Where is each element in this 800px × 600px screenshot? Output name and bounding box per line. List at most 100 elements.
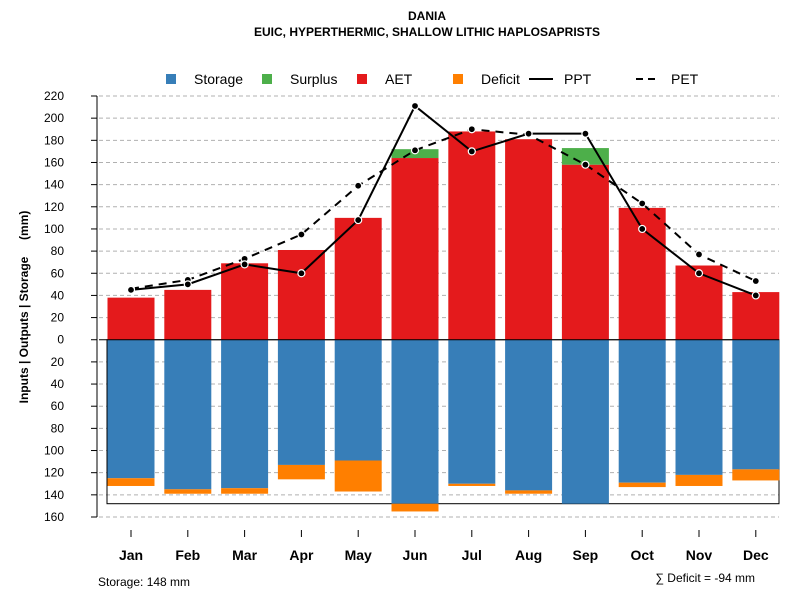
ppt-point-jun [410, 101, 420, 111]
pet-line [130, 128, 757, 290]
legend-label-aet: AET [385, 71, 413, 87]
y-tick-label: 100 [44, 222, 64, 236]
storage-footer: Storage: 148 mm [98, 575, 190, 589]
deficit-bar-apr [277, 464, 325, 480]
x-tick-label-nov: Nov [686, 547, 713, 563]
aet-bar-apr [277, 249, 325, 340]
legend-label-deficit: Deficit [481, 71, 520, 87]
storage-bar-jan [107, 339, 155, 479]
y-tick-label: 120 [44, 466, 64, 480]
y-axis-label: Inputs | Outputs | Storage (mm) [17, 211, 31, 404]
y-tick-label: 60 [51, 399, 65, 413]
y-tick-label: 140 [44, 178, 64, 192]
legend-label-storage: Storage [194, 71, 243, 87]
y-tick-label: 180 [44, 133, 64, 147]
x-tick-label-mar: Mar [232, 547, 257, 563]
y-axis: 2202001801601401201008060402002040608010… [44, 89, 98, 524]
legend-label-pet: PET [671, 71, 699, 87]
storage-bar-nov [675, 339, 723, 475]
chart-subtitle: EUIC, HYPERTHERMIC, SHALLOW LITHIC HAPLO… [254, 25, 600, 39]
bars [99, 131, 780, 512]
deficit-bar-aug [505, 490, 553, 494]
y-tick-label: 220 [44, 89, 64, 103]
ppt-point-jan [126, 285, 136, 294]
pet-point-nov [694, 250, 704, 259]
x-tick-label-may: May [345, 547, 372, 563]
deficit-bar-dec [732, 469, 780, 481]
deficit-bar-oct [618, 482, 666, 488]
deficit-bar-jan [107, 478, 155, 486]
deficit-bar-jun [391, 503, 439, 512]
ppt-point-aug [524, 129, 533, 138]
x-tick-label-dec: Dec [743, 547, 769, 563]
deficit-bar-nov [675, 474, 723, 486]
aet-bar-jan [107, 297, 155, 340]
legend-swatch-aet [357, 74, 367, 84]
ppt-point-jul [467, 147, 476, 156]
aet-bar-nov [675, 265, 723, 340]
ppt-point-may [354, 215, 363, 225]
y-tick-label: 60 [51, 266, 65, 280]
storage-bar-apr [277, 339, 325, 465]
y-tick-label: 20 [51, 355, 65, 369]
y-tick-label: 20 [51, 311, 65, 325]
legend-swatch-deficit [453, 74, 463, 84]
x-tick-label-aug: Aug [515, 547, 542, 563]
storage-bar-oct [618, 339, 666, 483]
storage-bar-sep [561, 339, 609, 504]
x-tick-label-jan: Jan [119, 547, 143, 563]
deficit-bar-feb [164, 489, 212, 494]
x-tick-label-apr: Apr [289, 547, 314, 563]
storage-bar-aug [505, 339, 553, 491]
y-tick-label: 80 [51, 244, 65, 258]
pet-point-may [354, 181, 363, 190]
ppt-point-oct [638, 224, 647, 234]
ppt-point-mar [240, 260, 249, 269]
legend-swatch-surplus [262, 74, 272, 84]
aet-bar-sep [561, 164, 609, 340]
pet-point-jun [410, 146, 420, 155]
deficit-bar-may [334, 460, 382, 492]
y-tick-label: 200 [44, 111, 64, 125]
gridlines [99, 95, 779, 518]
y-tick-label: 80 [51, 421, 65, 435]
deficit-bar-jul [448, 483, 496, 486]
deficit-bar-mar [221, 488, 269, 494]
aet-bar-dec [732, 292, 780, 340]
x-tick-label-sep: Sep [573, 547, 599, 563]
aet-bar-mar [221, 263, 269, 340]
pet-point-dec [751, 276, 760, 286]
pet-point-oct [638, 199, 647, 208]
ppt-point-apr [297, 269, 306, 278]
legend-label-surplus: Surplus [290, 71, 337, 87]
aet-bar-feb [164, 289, 212, 340]
storage-bar-jun [391, 339, 439, 504]
ppt-point-feb [183, 280, 192, 289]
x-tick-label-oct: Oct [631, 547, 655, 563]
legend-label-ppt: PPT [564, 71, 592, 87]
aet-bar-aug [505, 139, 553, 340]
storage-bar-mar [221, 339, 269, 489]
aet-bar-jun [391, 158, 439, 340]
y-tick-label: 160 [44, 510, 64, 524]
ppt-point-nov [694, 269, 704, 278]
aet-bar-jul [448, 131, 496, 340]
pet-point-apr [297, 230, 306, 239]
aet-bar-may [334, 217, 382, 340]
legend: Storage Surplus AET Deficit PPT PET [166, 71, 699, 87]
x-axis: Jan Feb Mar Apr May Jun Jul Aug Sep Oct Nov Dec [119, 530, 769, 563]
legend-swatch-storage [166, 74, 176, 84]
y-tick-label: 160 [44, 155, 64, 169]
x-tick-label-jun: Jun [403, 547, 428, 563]
pet-point-sep [581, 160, 590, 169]
storage-bar-may [334, 339, 382, 461]
storage-bar-dec [732, 339, 780, 470]
x-tick-label-jul: Jul [462, 547, 482, 563]
ppt-point-dec [751, 291, 760, 300]
y-tick-label: 40 [51, 377, 65, 391]
deficit-footer: ∑ Deficit = -94 mm [655, 571, 755, 585]
y-tick-label: 0 [57, 333, 64, 347]
storage-bar-jul [448, 339, 496, 484]
chart-title: DANIA [408, 9, 446, 23]
